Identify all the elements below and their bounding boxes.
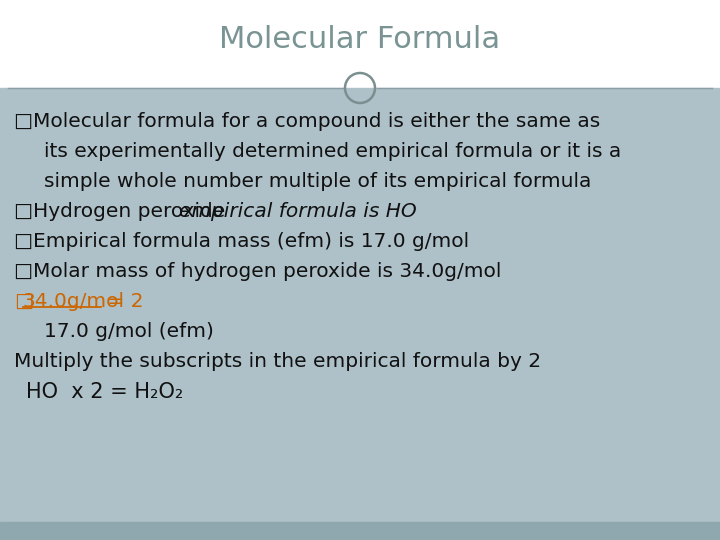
Text: □Empirical formula mass (efm) is 17.0 g/mol: □Empirical formula mass (efm) is 17.0 g/… (14, 232, 469, 251)
Text: Molecular Formula: Molecular Formula (220, 25, 500, 54)
Text: □Molecular formula for a compound is either the same as: □Molecular formula for a compound is eit… (14, 112, 600, 131)
Text: Multiply the subscripts in the empirical formula by 2: Multiply the subscripts in the empirical… (14, 352, 541, 371)
Text: empirical formula is HO: empirical formula is HO (179, 202, 417, 221)
Text: simple whole number multiple of its empirical formula: simple whole number multiple of its empi… (44, 172, 591, 191)
Text: = 2: = 2 (101, 292, 143, 311)
Text: HO  x 2 = H₂O₂: HO x 2 = H₂O₂ (26, 382, 184, 402)
Text: □Hydrogen peroxide: □Hydrogen peroxide (14, 202, 232, 221)
Text: □: □ (14, 292, 33, 311)
Bar (0, 522, 720, 540)
Text: 17.0 g/mol (efm): 17.0 g/mol (efm) (44, 322, 214, 341)
Bar (0, 88, 720, 522)
Bar (0, 0, 720, 88)
Text: □Molar mass of hydrogen peroxide is 34.0g/mol: □Molar mass of hydrogen peroxide is 34.0… (14, 262, 501, 281)
Text: its experimentally determined empirical formula or it is a: its experimentally determined empirical … (44, 142, 621, 161)
Text: 34.0g/mol: 34.0g/mol (23, 292, 125, 311)
